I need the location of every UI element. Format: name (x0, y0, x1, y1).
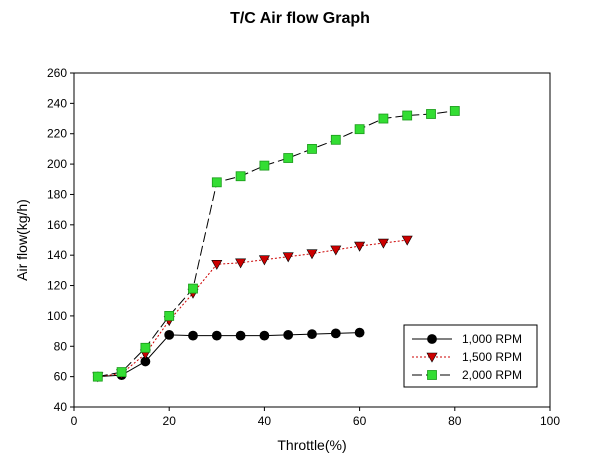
data-point (188, 283, 198, 294)
y-tick-label: 40 (54, 400, 68, 414)
legend-item: 2,000 RPM (412, 368, 522, 382)
data-point (188, 330, 198, 341)
data-point (211, 259, 223, 270)
y-tick-label: 140 (47, 248, 67, 262)
x-tick-label: 60 (353, 414, 367, 428)
data-point (307, 329, 317, 340)
data-point (164, 311, 175, 321)
data-point (235, 171, 246, 182)
y-tick-label: 200 (47, 157, 67, 171)
chart-title: T/C Air flow Graph (230, 10, 370, 27)
data-point (306, 249, 318, 260)
x-tick-label: 100 (540, 414, 560, 428)
data-point (211, 177, 222, 188)
legend: 1,000 RPM 1,500 RPM 2,000 RPM (403, 324, 538, 388)
plot-frame (73, 72, 551, 408)
legend-marker (427, 370, 437, 380)
data-point (330, 245, 342, 256)
data-point (330, 328, 341, 339)
data-point (283, 153, 294, 163)
y-tick-label: 60 (54, 370, 68, 384)
y-tick-label: 120 (47, 279, 67, 293)
data-point (402, 110, 413, 121)
y-axis-title: Air flow(kg/h) (14, 199, 30, 281)
data-point (282, 252, 294, 263)
legend-label: 1,500 RPM (462, 350, 522, 364)
series-1 (92, 327, 365, 382)
data-point (330, 134, 341, 145)
series-2 (92, 235, 413, 383)
data-point (235, 330, 246, 341)
series-line (97, 110, 455, 378)
x-axis-title: Throttle(%) (277, 437, 346, 453)
y-tick-label: 100 (47, 309, 67, 323)
x-tick-label: 20 (163, 414, 177, 428)
y-tick-label: 260 (47, 66, 67, 80)
data-point (307, 144, 317, 154)
data-point (378, 113, 389, 124)
x-tick-label: 40 (258, 414, 272, 428)
data-point (449, 106, 460, 116)
data-point (211, 330, 222, 341)
data-point (92, 371, 103, 382)
data-point (259, 160, 270, 171)
legend-label: 2,000 RPM (462, 368, 522, 382)
data-point (283, 329, 294, 340)
x-tick-label: 80 (448, 414, 462, 428)
data-point (259, 330, 270, 341)
data-point (116, 367, 127, 377)
data-point (354, 327, 365, 338)
plot-area (73, 72, 551, 408)
legend-box (403, 324, 538, 388)
axes: 0 20 40 60 80 100 40 60 80 100 120 140 160 180 200 220 2… (47, 66, 560, 428)
y-tick-label: 80 (54, 339, 68, 353)
legend-item: 1,500 RPM (412, 350, 522, 364)
series-line (97, 332, 360, 378)
data-point (258, 255, 270, 266)
y-tick-label: 240 (47, 96, 67, 110)
series-3 (92, 106, 460, 382)
y-tick-label: 180 (47, 187, 67, 201)
data-point (354, 241, 366, 252)
legend-label: 1,000 RPM (462, 332, 522, 346)
data-point (354, 124, 365, 135)
data-point (426, 109, 436, 119)
y-tick-label: 220 (47, 127, 67, 141)
data-point (164, 329, 175, 340)
data-point (401, 235, 413, 246)
legend-marker (426, 352, 438, 363)
data-point (235, 258, 247, 269)
x-tick-label: 0 (71, 414, 78, 428)
y-tick-label: 160 (47, 218, 67, 232)
series-group (92, 106, 460, 383)
legend-item: 1,000 RPM (412, 332, 522, 346)
data-point (377, 238, 389, 249)
data-point (140, 342, 151, 353)
legend-marker (427, 334, 437, 344)
